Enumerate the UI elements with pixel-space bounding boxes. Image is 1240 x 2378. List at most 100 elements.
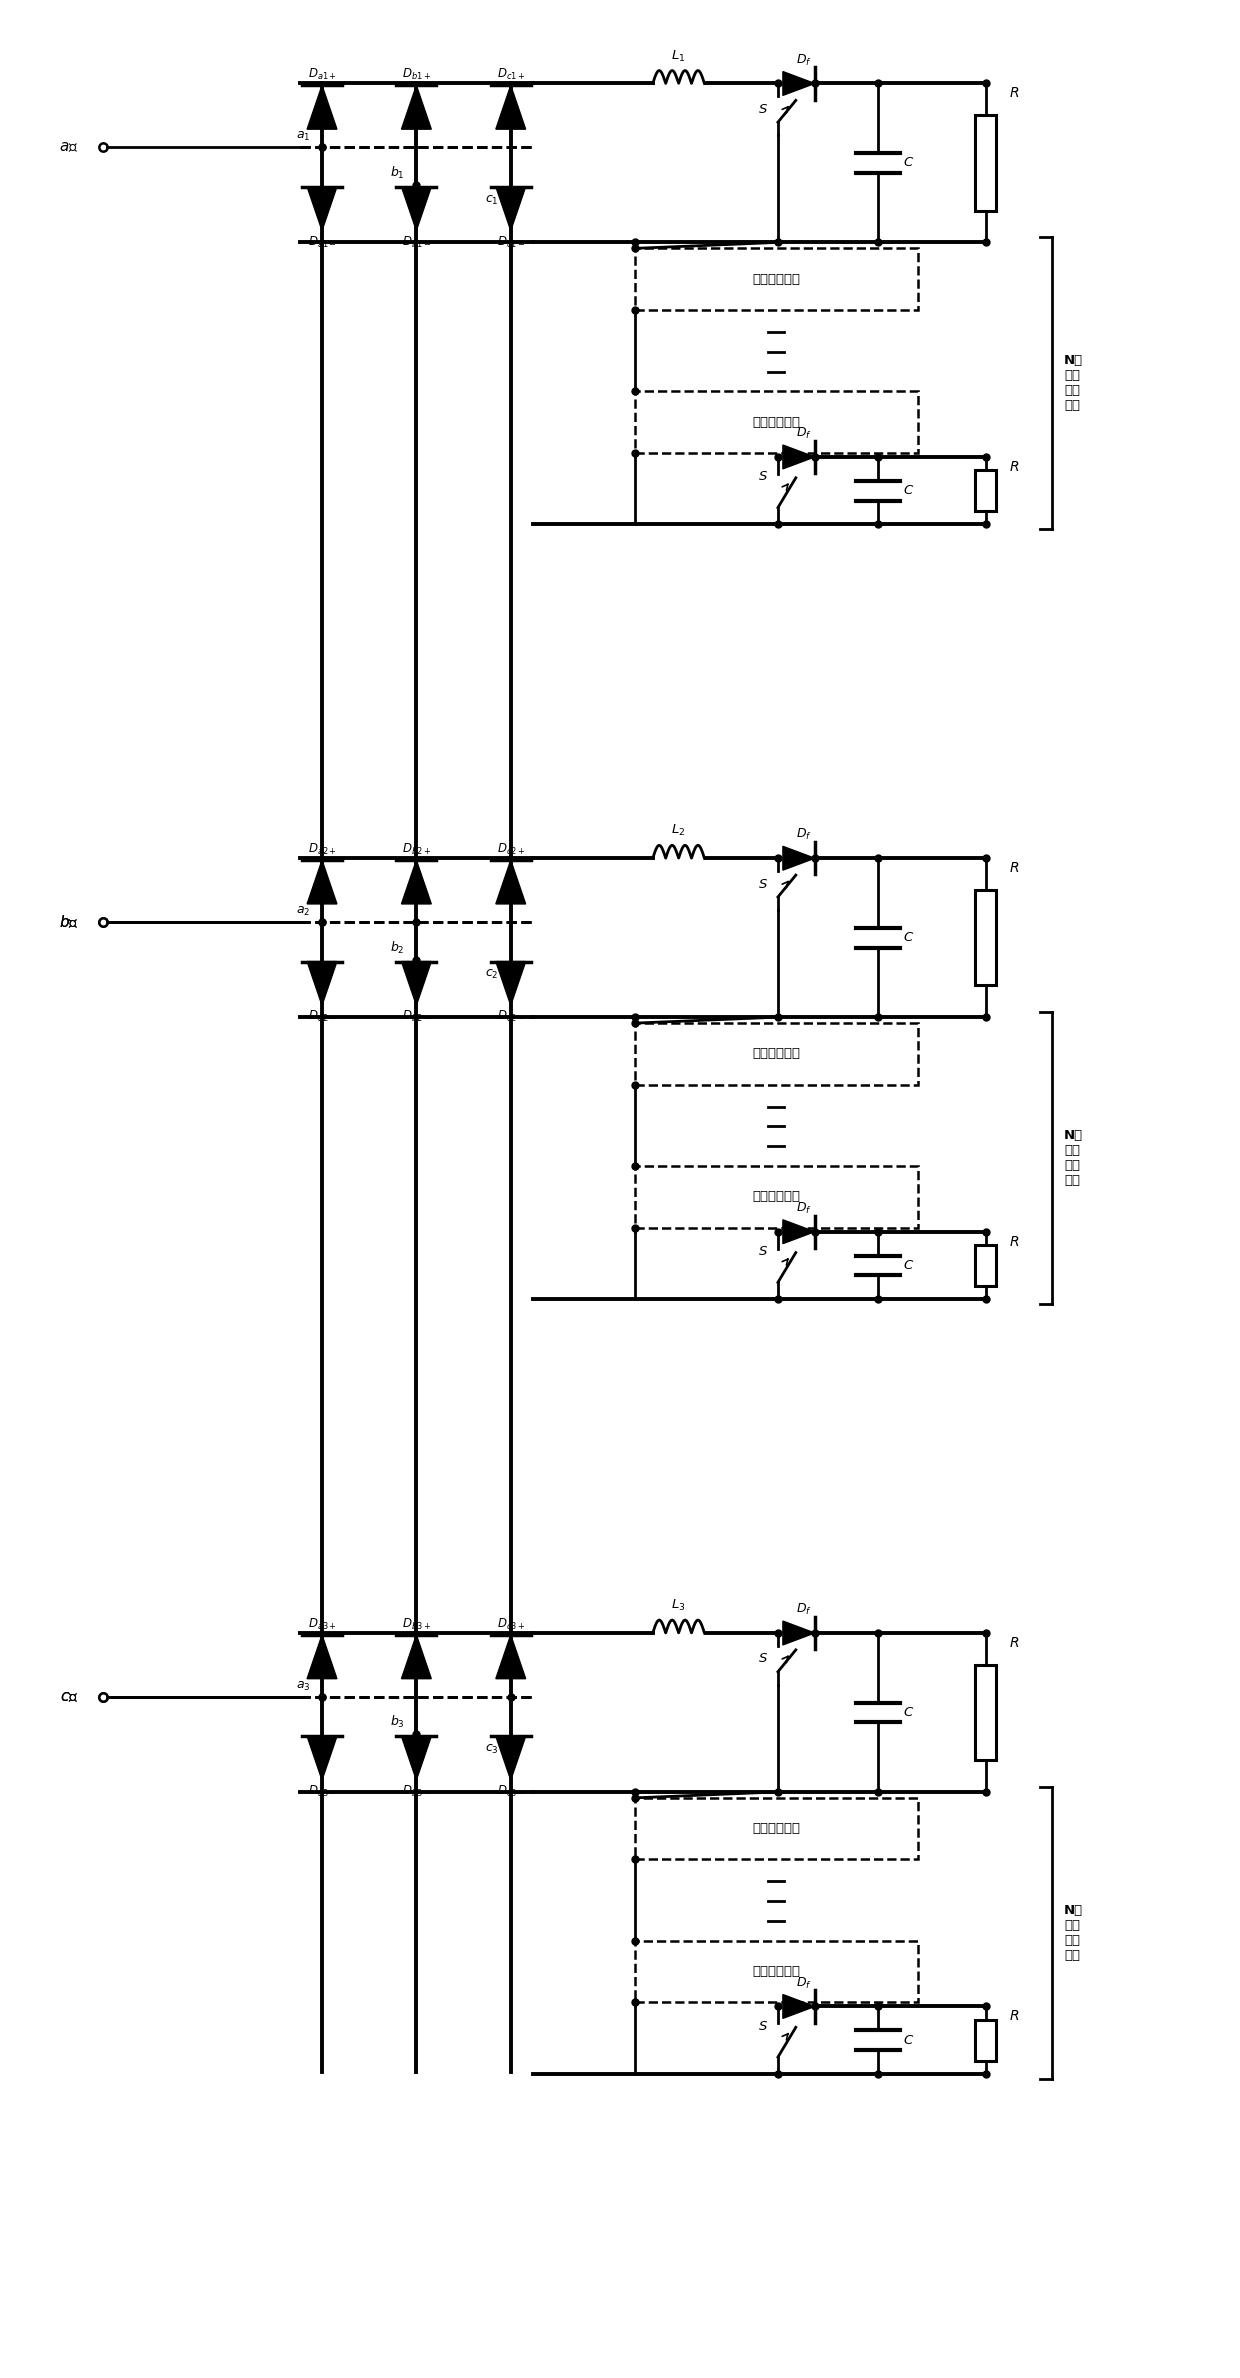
Text: 功率开关单元: 功率开关单元 bbox=[753, 1191, 801, 1203]
Polygon shape bbox=[308, 961, 337, 1006]
Text: $R$: $R$ bbox=[1009, 2009, 1019, 2024]
Text: $b_1$: $b_1$ bbox=[389, 164, 404, 181]
Text: $D_{b2+}$: $D_{b2+}$ bbox=[402, 842, 432, 856]
Text: $R$: $R$ bbox=[1009, 459, 1019, 473]
Text: $D_{c2+}$: $D_{c2+}$ bbox=[496, 842, 525, 856]
Text: $L_2$: $L_2$ bbox=[671, 823, 686, 839]
Text: $D_f$: $D_f$ bbox=[796, 1603, 812, 1617]
Text: $D_f$: $D_f$ bbox=[796, 1201, 812, 1215]
Bar bbox=[975, 471, 997, 511]
Text: $D_{c2-}$: $D_{c2-}$ bbox=[496, 1008, 525, 1025]
Text: $C$: $C$ bbox=[903, 932, 914, 944]
Text: $D_{a3+}$: $D_{a3+}$ bbox=[308, 1617, 336, 1631]
Polygon shape bbox=[782, 847, 815, 870]
Text: $L_3$: $L_3$ bbox=[671, 1598, 686, 1612]
Text: $R$: $R$ bbox=[1009, 86, 1019, 100]
Text: 功率开关单元: 功率开关单元 bbox=[753, 273, 801, 285]
Text: $a_3$: $a_3$ bbox=[295, 1679, 310, 1693]
Text: 功率开关单元: 功率开关单元 bbox=[753, 1046, 801, 1061]
Polygon shape bbox=[782, 1995, 815, 2019]
Text: $c$相: $c$相 bbox=[61, 1688, 78, 1705]
Text: 功率开关单元: 功率开关单元 bbox=[753, 1964, 801, 1978]
Polygon shape bbox=[308, 188, 337, 231]
Text: $C$: $C$ bbox=[903, 157, 914, 169]
Text: $D_{a1+}$: $D_{a1+}$ bbox=[308, 67, 336, 83]
Polygon shape bbox=[782, 71, 815, 95]
Text: $R$: $R$ bbox=[1009, 1636, 1019, 1650]
Text: $S$: $S$ bbox=[758, 1653, 768, 1665]
Text: $D_f$: $D_f$ bbox=[796, 828, 812, 842]
Text: $a$相: $a$相 bbox=[60, 140, 78, 155]
Text: $b$相: $b$相 bbox=[60, 913, 78, 930]
Polygon shape bbox=[496, 961, 526, 1006]
Text: $R$: $R$ bbox=[1009, 1234, 1019, 1248]
Bar bbox=[975, 2019, 997, 2059]
Text: $c_2$: $c_2$ bbox=[485, 968, 498, 982]
Polygon shape bbox=[308, 86, 337, 128]
Text: $C$: $C$ bbox=[903, 2033, 914, 2047]
Text: N个
功率
开关
单元: N个 功率 开关 单元 bbox=[1064, 354, 1083, 411]
Polygon shape bbox=[402, 1736, 432, 1781]
Polygon shape bbox=[782, 1622, 815, 1646]
Polygon shape bbox=[402, 188, 432, 231]
Text: $D_{a2+}$: $D_{a2+}$ bbox=[308, 842, 336, 856]
Text: $b$相: $b$相 bbox=[60, 913, 78, 930]
FancyBboxPatch shape bbox=[635, 1798, 918, 1860]
Text: $D_f$: $D_f$ bbox=[796, 426, 812, 440]
Text: $D_{c3-}$: $D_{c3-}$ bbox=[496, 1784, 525, 1800]
Bar bbox=[975, 1665, 997, 1760]
Text: $D_{b2-}$: $D_{b2-}$ bbox=[402, 1008, 432, 1025]
Text: 功率开关单元: 功率开关单元 bbox=[753, 1822, 801, 1836]
Text: $b_3$: $b_3$ bbox=[389, 1715, 404, 1731]
FancyBboxPatch shape bbox=[635, 247, 918, 309]
Text: $D_{b1-}$: $D_{b1-}$ bbox=[402, 235, 432, 250]
Polygon shape bbox=[402, 1636, 432, 1679]
Text: 功率开关单元: 功率开关单元 bbox=[753, 416, 801, 428]
Polygon shape bbox=[496, 86, 526, 128]
Text: $D_{b3+}$: $D_{b3+}$ bbox=[402, 1617, 432, 1631]
Text: $L_1$: $L_1$ bbox=[671, 48, 686, 64]
Polygon shape bbox=[308, 1736, 337, 1781]
Text: $D_{b3-}$: $D_{b3-}$ bbox=[402, 1784, 432, 1800]
Text: $a_2$: $a_2$ bbox=[296, 904, 310, 918]
Polygon shape bbox=[402, 961, 432, 1006]
FancyBboxPatch shape bbox=[635, 392, 918, 452]
Text: $D_f$: $D_f$ bbox=[796, 1976, 812, 1990]
Text: $a_1$: $a_1$ bbox=[295, 131, 310, 143]
Bar bbox=[975, 114, 997, 212]
Text: $D_{a2-}$: $D_{a2-}$ bbox=[308, 1008, 336, 1025]
Polygon shape bbox=[496, 1736, 526, 1781]
Text: $D_{a3-}$: $D_{a3-}$ bbox=[308, 1784, 336, 1800]
Text: $c_1$: $c_1$ bbox=[485, 193, 498, 207]
Text: $C$: $C$ bbox=[903, 1258, 914, 1272]
Polygon shape bbox=[496, 861, 526, 904]
Polygon shape bbox=[496, 188, 526, 231]
Text: $D_{c3+}$: $D_{c3+}$ bbox=[496, 1617, 525, 1631]
FancyBboxPatch shape bbox=[635, 1023, 918, 1084]
Text: $D_{c1-}$: $D_{c1-}$ bbox=[496, 235, 525, 250]
Polygon shape bbox=[308, 861, 337, 904]
Text: $S$: $S$ bbox=[758, 471, 768, 483]
Text: $b_2$: $b_2$ bbox=[389, 939, 404, 956]
Polygon shape bbox=[308, 1636, 337, 1679]
Text: $c_3$: $c_3$ bbox=[485, 1743, 498, 1757]
Text: $D_{b1+}$: $D_{b1+}$ bbox=[402, 67, 432, 83]
Text: $S$: $S$ bbox=[758, 1246, 768, 1258]
Polygon shape bbox=[782, 445, 815, 468]
FancyBboxPatch shape bbox=[635, 1165, 918, 1227]
Polygon shape bbox=[402, 861, 432, 904]
Text: $R$: $R$ bbox=[1009, 861, 1019, 875]
Text: N个
功率
开关
单元: N个 功率 开关 单元 bbox=[1064, 1130, 1083, 1187]
Text: $D_{c1+}$: $D_{c1+}$ bbox=[496, 67, 525, 83]
Text: $D_{a1-}$: $D_{a1-}$ bbox=[308, 235, 336, 250]
Text: $S$: $S$ bbox=[758, 2019, 768, 2033]
Bar bbox=[975, 889, 997, 984]
Text: $C$: $C$ bbox=[903, 485, 914, 497]
Polygon shape bbox=[782, 1220, 815, 1244]
Text: $S$: $S$ bbox=[758, 102, 768, 117]
Text: $C$: $C$ bbox=[903, 1705, 914, 1719]
FancyBboxPatch shape bbox=[635, 1940, 918, 2002]
Text: N个
功率
开关
单元: N个 功率 开关 单元 bbox=[1064, 1905, 1083, 1962]
Polygon shape bbox=[402, 86, 432, 128]
Text: $S$: $S$ bbox=[758, 877, 768, 892]
